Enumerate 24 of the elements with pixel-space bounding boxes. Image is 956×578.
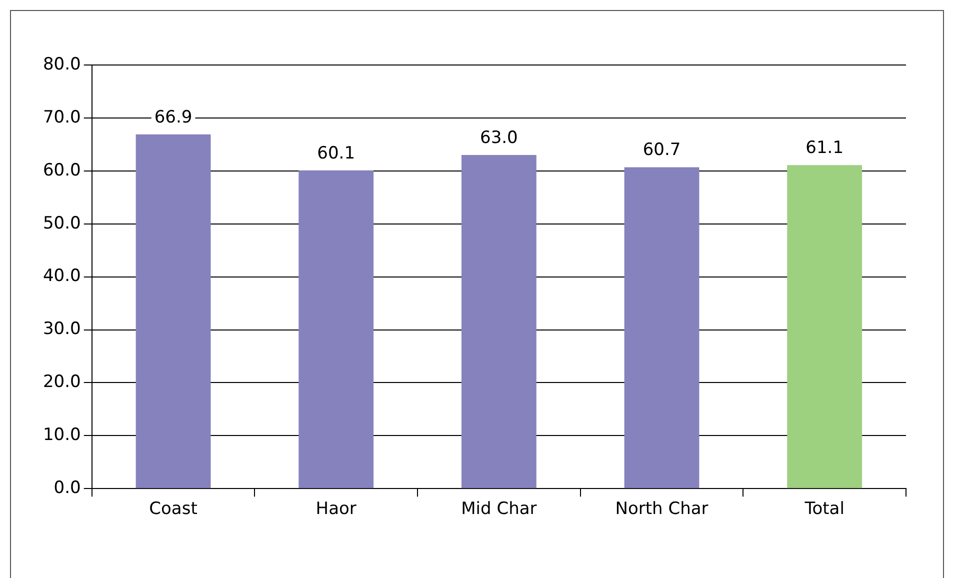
y-tick-label: 60.0 — [42, 160, 81, 180]
y-tick-label: 30.0 — [42, 319, 81, 340]
bar — [624, 167, 700, 488]
y-tick-label: 70.0 — [42, 107, 81, 128]
x-tick-label: North Char — [615, 499, 708, 520]
x-tick-label: Mid Char — [461, 499, 537, 520]
data-label: 63.0 — [480, 128, 518, 148]
data-label: 66.9 — [154, 107, 192, 128]
y-tick-label: 80.0 — [42, 54, 81, 74]
bar — [461, 155, 536, 488]
y-tick-label: 50.0 — [42, 213, 81, 234]
x-tick-label: Total — [804, 499, 844, 520]
x-tick-label: Haor — [316, 499, 356, 520]
bar — [136, 134, 211, 488]
data-label: 61.1 — [806, 138, 844, 158]
y-tick-label: 0.0 — [54, 478, 81, 498]
data-label: 60.1 — [317, 143, 356, 164]
y-tick-label: 10.0 — [42, 425, 81, 446]
bar — [298, 170, 374, 488]
y-tick-label: 20.0 — [42, 372, 81, 392]
x-tick-label: Coast — [149, 499, 198, 520]
bar — [787, 165, 862, 488]
y-tick-label: 40.0 — [42, 266, 81, 286]
data-label: 60.7 — [642, 140, 681, 160]
